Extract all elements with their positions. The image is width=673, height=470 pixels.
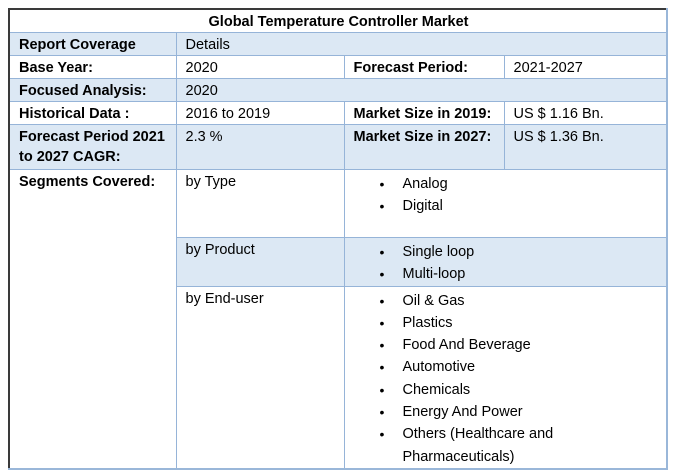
segment-item: Food And Beverage: [380, 334, 659, 357]
segment-item: Analog: [380, 173, 659, 196]
market-size-2019-value: US $ 1.16 Bn.: [503, 101, 668, 125]
forecast-period-label: Forecast Period:: [343, 55, 505, 79]
segment-group-by-product: by Product: [175, 237, 345, 287]
segment-item: Digital: [380, 195, 659, 218]
segment-item: Single loop: [380, 241, 659, 264]
report-coverage-value: Details: [175, 32, 668, 56]
segment-items-by-end-user-cell: Oil & GasPlasticsFood And BeverageAutomo…: [343, 285, 668, 470]
market-size-2027-label: Market Size in 2027:: [343, 124, 505, 170]
base-year-label: Base Year:: [8, 55, 177, 79]
focused-analysis-label: Focused Analysis:: [8, 78, 177, 102]
segment-items-by-end-user-list: Oil & GasPlasticsFood And BeverageAutomo…: [354, 290, 659, 468]
report-coverage-label: Report Coverage: [8, 32, 177, 56]
segment-item: Others (Healthcare and Pharmaceuticals): [380, 423, 659, 468]
forecast-period-value: 2021-2027: [503, 55, 668, 79]
segment-item: Chemicals: [380, 379, 659, 402]
market-report-summary-table: Global Temperature Controller Market Rep…: [8, 8, 669, 470]
segment-item: Energy And Power: [380, 401, 659, 424]
historical-data-value: 2016 to 2019: [175, 101, 345, 125]
cagr-label: Forecast Period 2021 to 2027 CAGR:: [8, 124, 177, 170]
market-size-2027-value: US $ 1.36 Bn.: [503, 124, 668, 170]
historical-data-label: Historical Data :: [8, 101, 177, 125]
cagr-value: 2.3 %: [175, 124, 345, 170]
segment-group-by-type: by Type: [175, 169, 345, 238]
segment-item: Oil & Gas: [380, 290, 659, 313]
segment-group-by-end-user: by End-user: [175, 285, 345, 470]
segment-items-by-type-cell: AnalogDigital: [343, 169, 668, 238]
segment-item: Multi-loop: [380, 263, 659, 285]
market-size-2019-label: Market Size in 2019:: [343, 101, 505, 125]
segments-covered-label: Segments Covered:: [8, 168, 177, 470]
base-year-value: 2020: [175, 55, 345, 79]
segment-items-by-type-list: AnalogDigital: [354, 173, 659, 218]
table-title: Global Temperature Controller Market: [8, 8, 668, 33]
segment-item: Plastics: [380, 312, 659, 335]
segment-item: Automotive: [380, 356, 659, 379]
focused-analysis-value: 2020: [175, 78, 668, 102]
segment-items-by-product-list: Single loopMulti-loop: [354, 241, 659, 285]
segment-items-by-product-cell: Single loopMulti-loop: [343, 237, 668, 287]
